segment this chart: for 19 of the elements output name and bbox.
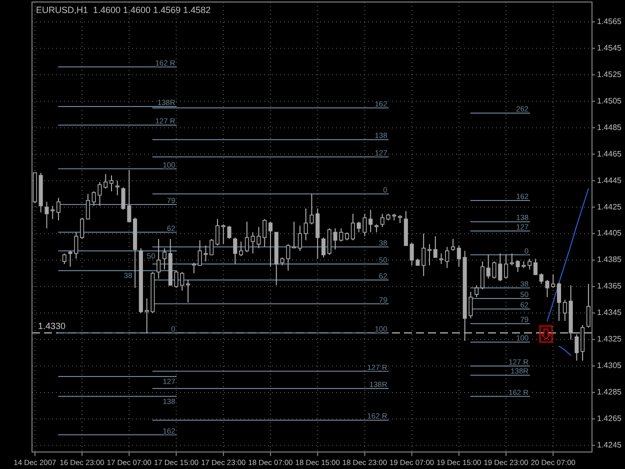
y-tick-label: 1.4305 [597,361,622,370]
y-tick-label: 1.4285 [597,388,622,397]
y-tick-label: 1.4565 [597,16,622,26]
y-tick-label: 1.4425 [597,202,622,212]
y-tick-label: 1.4365 [597,282,622,291]
y-tick-label: 1.4465 [597,149,622,158]
y-tick-label: 1.4525 [597,70,622,79]
y-tick-label: 1.4265 [597,414,622,424]
y-tick-label: 1.4545 [597,43,622,52]
y-tick-label: 1.4405 [597,228,622,238]
y-tick-label: 1.4445 [597,176,622,185]
chart-title: EURUSD,H1 1.4600 1.4600 1.4569 1.4582 [36,5,211,15]
y-tick-label: 1.4485 [597,122,622,132]
y-tick-label: 1.4325 [597,334,622,344]
y-tick-label: 1.4385 [597,255,622,264]
y-tick-label: 1.4505 [597,96,622,106]
y-tick-label: 1.4245 [597,440,622,450]
y-tick-label: 1.4345 [597,308,622,318]
ref-line-label: 1.4330 [38,320,66,331]
